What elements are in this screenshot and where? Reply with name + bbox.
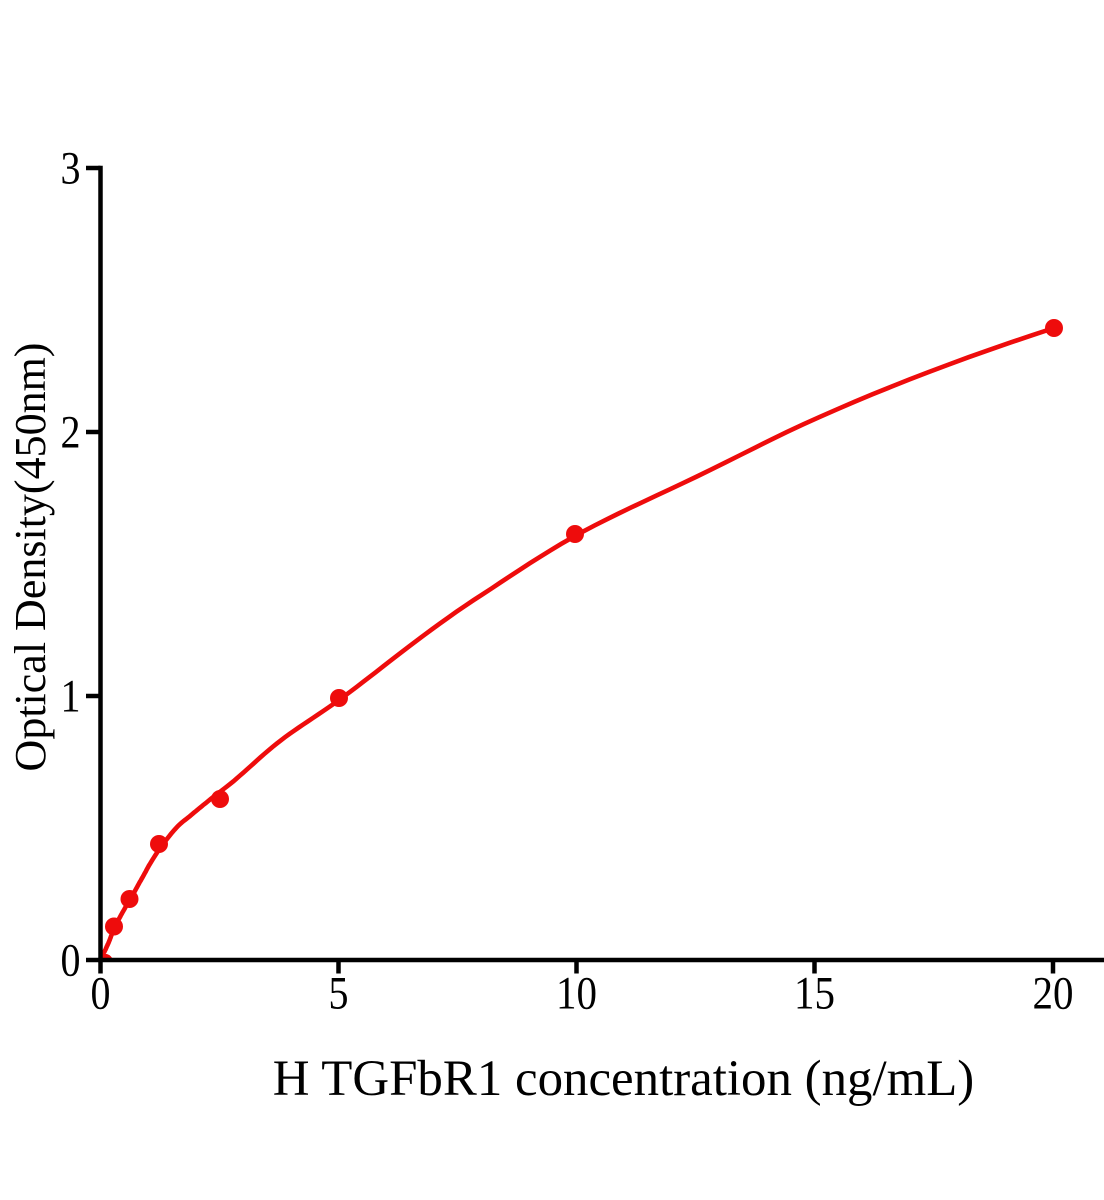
svg-text:Optical Density(450nm): Optical Density(450nm): [6, 343, 55, 772]
svg-text:H TGFbR1 concentration (ng/mL): H TGFbR1 concentration (ng/mL): [273, 1051, 975, 1107]
svg-text:1: 1: [61, 672, 81, 723]
svg-text:5: 5: [329, 969, 349, 1020]
svg-text:3: 3: [61, 144, 81, 195]
svg-text:0: 0: [91, 969, 111, 1020]
svg-text:10: 10: [556, 969, 597, 1020]
svg-text:20: 20: [1033, 969, 1074, 1020]
svg-text:0: 0: [61, 936, 81, 987]
svg-text:2: 2: [61, 408, 81, 459]
svg-text:15: 15: [794, 969, 835, 1020]
